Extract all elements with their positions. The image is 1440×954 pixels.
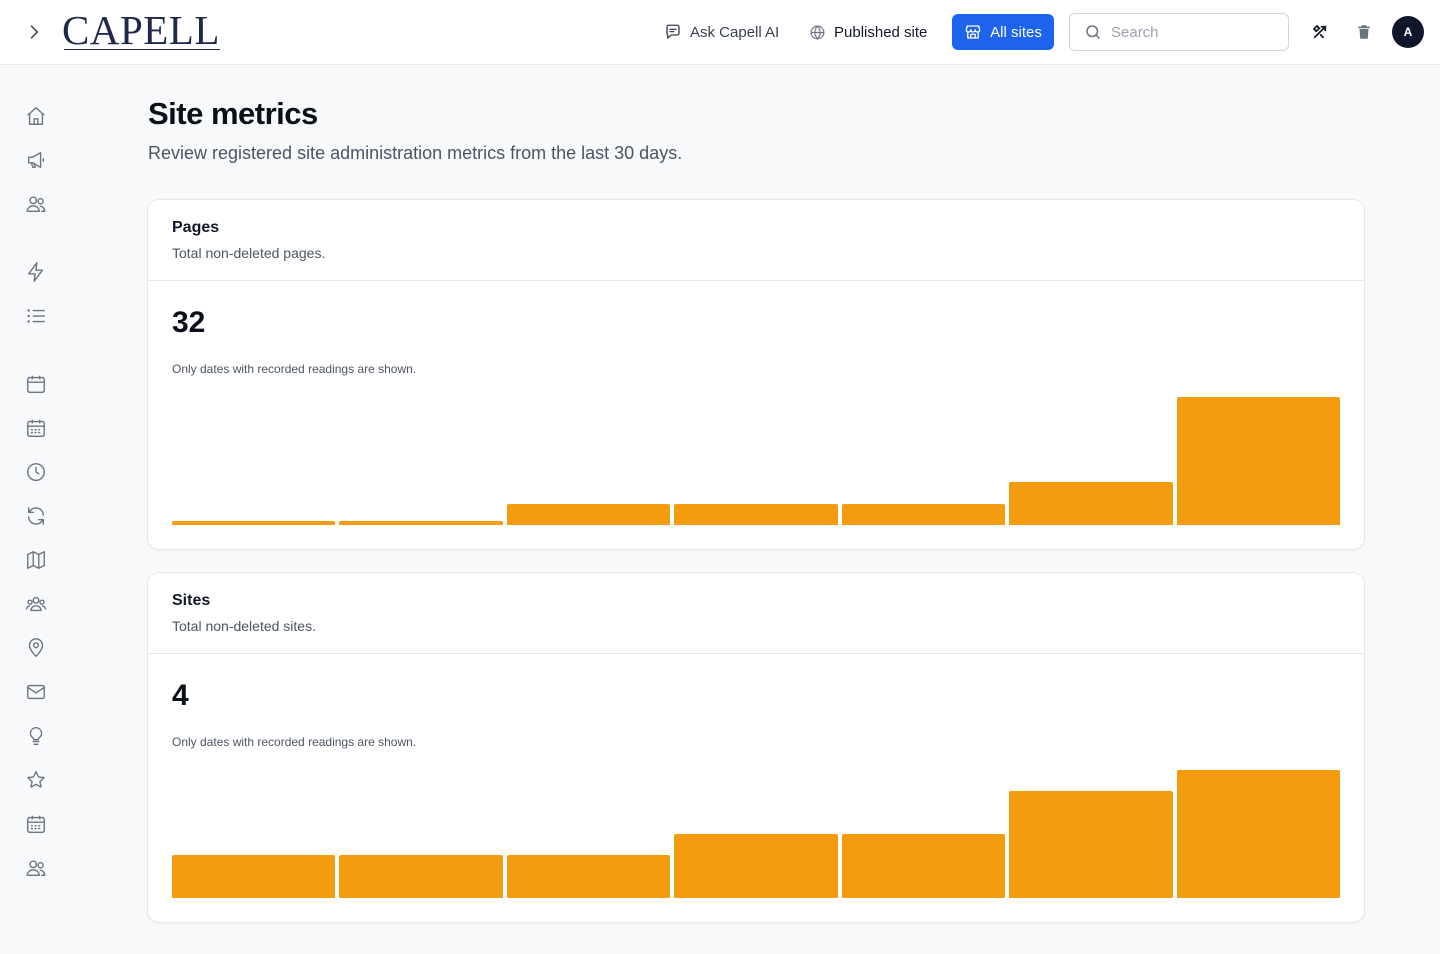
page-subtitle: Review registered site administration me… bbox=[148, 143, 683, 163]
chart-bar[interactable] bbox=[1009, 482, 1173, 525]
refresh-icon bbox=[27, 507, 45, 525]
chart-bar[interactable] bbox=[1176, 770, 1340, 898]
chart-bar[interactable] bbox=[339, 855, 503, 898]
trash-icon bbox=[1358, 25, 1370, 39]
card-body: 32 Only dates with recorded readings are… bbox=[148, 281, 1364, 549]
search-icon bbox=[1086, 25, 1100, 39]
megaphone-icon bbox=[27, 151, 45, 169]
sites-bar-chart bbox=[172, 765, 1340, 898]
sidebar-item-lists[interactable] bbox=[24, 304, 48, 328]
user-avatar[interactable]: A bbox=[1392, 16, 1424, 48]
calendar-grid-icon bbox=[27, 419, 45, 437]
clock-icon bbox=[27, 463, 45, 481]
ask-ai-button[interactable]: Ask Capell AI bbox=[664, 14, 779, 50]
capell-logo[interactable]: CAPELL bbox=[62, 8, 220, 52]
trash-button[interactable] bbox=[1352, 20, 1376, 44]
sidebar-item-locations[interactable] bbox=[24, 636, 48, 660]
sidebar-item-users[interactable] bbox=[24, 192, 48, 216]
sidebar-item-groups[interactable] bbox=[24, 592, 48, 616]
chart-note: Only dates with recorded readings are sh… bbox=[172, 735, 417, 749]
sidebar-item-members[interactable] bbox=[24, 856, 48, 880]
card-description: Total non-deleted pages. bbox=[172, 245, 326, 261]
sidebar-item-home[interactable] bbox=[24, 104, 48, 128]
group-icon bbox=[25, 596, 47, 612]
chart-bar[interactable] bbox=[172, 520, 336, 525]
card-title: Pages bbox=[172, 219, 220, 236]
globe-icon bbox=[810, 24, 825, 40]
chart-bar[interactable] bbox=[674, 834, 838, 898]
chart-bar[interactable] bbox=[339, 520, 503, 525]
card-body: 4 Only dates with recorded readings are … bbox=[148, 654, 1364, 922]
star-icon bbox=[27, 771, 45, 788]
sidebar-item-calendar[interactable] bbox=[24, 372, 48, 396]
pages-bar-chart bbox=[172, 392, 1340, 525]
published-site-label: Published site bbox=[834, 23, 928, 41]
ask-ai-label: Ask Capell AI bbox=[690, 23, 780, 41]
all-sites-label: All sites bbox=[990, 23, 1042, 41]
sidebar-item-events[interactable] bbox=[24, 812, 48, 836]
sidebar-item-history[interactable] bbox=[24, 460, 48, 484]
chat-bubble-icon bbox=[666, 24, 680, 39]
users-icon bbox=[26, 196, 46, 213]
sidebar-item-announcements[interactable] bbox=[24, 148, 48, 172]
card-header: Pages Total non-deleted pages. bbox=[148, 200, 1364, 281]
chart-bar[interactable] bbox=[1176, 397, 1340, 525]
sidebar-item-sync[interactable] bbox=[24, 504, 48, 528]
card-header: Sites Total non-deleted sites. bbox=[148, 573, 1364, 654]
chart-bar[interactable] bbox=[841, 834, 1006, 898]
chevron-right-icon bbox=[30, 25, 39, 39]
map-pin-icon bbox=[28, 638, 44, 658]
sites-metric-card: Sites Total non-deleted sites. 4 Only da… bbox=[147, 572, 1365, 923]
chart-bar[interactable] bbox=[506, 503, 671, 525]
calendar-days-icon bbox=[27, 815, 45, 833]
home-icon bbox=[27, 107, 45, 125]
logo-text: CAPELL bbox=[62, 6, 220, 53]
search-input[interactable] bbox=[1111, 23, 1271, 41]
sidebar-item-map[interactable] bbox=[24, 548, 48, 572]
all-sites-button[interactable]: All sites bbox=[952, 14, 1054, 50]
sidebar-item-favorites[interactable] bbox=[24, 768, 48, 792]
lightning-icon bbox=[27, 262, 44, 282]
published-site-button[interactable]: Published site bbox=[809, 14, 927, 50]
search-box[interactable] bbox=[1069, 13, 1289, 51]
metric-value: 32 bbox=[172, 306, 206, 339]
users-alt-icon bbox=[26, 860, 46, 877]
tools-icon bbox=[1312, 24, 1327, 39]
sidebar-item-ideas[interactable] bbox=[24, 724, 48, 748]
calendar-icon bbox=[27, 375, 45, 393]
map-icon bbox=[27, 551, 45, 569]
chart-note: Only dates with recorded readings are sh… bbox=[172, 362, 417, 376]
sidebar-item-schedule[interactable] bbox=[24, 416, 48, 440]
pages-metric-card: Pages Total non-deleted pages. 32 Only d… bbox=[147, 199, 1365, 550]
card-title: Sites bbox=[172, 592, 211, 609]
chart-bar[interactable] bbox=[172, 855, 336, 898]
chart-bar[interactable] bbox=[674, 503, 838, 525]
metric-value: 4 bbox=[172, 679, 189, 712]
storefront-icon bbox=[965, 25, 981, 39]
chart-bar[interactable] bbox=[506, 855, 671, 898]
chart-bar[interactable] bbox=[841, 503, 1006, 525]
card-description: Total non-deleted sites. bbox=[172, 618, 316, 634]
list-icon bbox=[27, 309, 45, 323]
page-title: Site metrics bbox=[148, 96, 318, 131]
top-bar: CAPELL Ask Capell AI Published site All … bbox=[0, 0, 1440, 65]
tools-button[interactable] bbox=[1308, 20, 1332, 44]
sidebar-item-mail[interactable] bbox=[24, 680, 48, 704]
expand-sidebar-button[interactable] bbox=[22, 20, 46, 44]
sidebar-item-automations[interactable] bbox=[24, 260, 48, 284]
mail-icon bbox=[27, 684, 45, 700]
sidebar bbox=[0, 65, 72, 954]
lightbulb-icon bbox=[29, 727, 43, 745]
logo-underline bbox=[64, 48, 220, 50]
chart-bar[interactable] bbox=[1009, 791, 1173, 898]
